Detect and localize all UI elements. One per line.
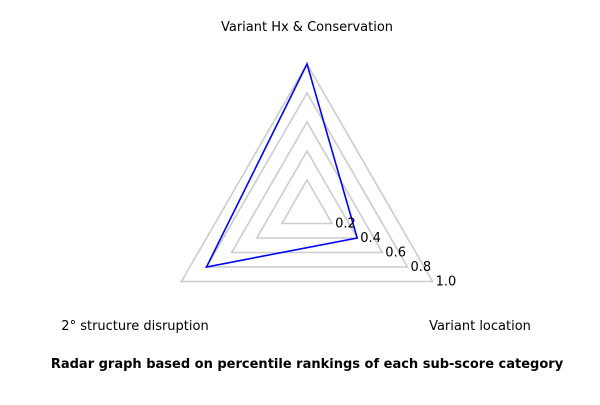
radial-tick-label: 0.2 <box>335 217 356 232</box>
axis-label: Variant Hx & Conservation <box>221 20 393 35</box>
radar-series-layer <box>205 61 359 269</box>
radial-tick-label: 0.4 <box>360 231 381 246</box>
grid-ring <box>180 62 434 283</box>
radar-grid <box>180 62 434 283</box>
axis-label: Variant location <box>429 319 531 334</box>
grid-ring <box>255 149 359 239</box>
radial-tick-label: 0.6 <box>385 246 406 261</box>
grid-ring <box>280 178 334 225</box>
axis-labels: Variant Hx & Conservation Variant locatio… <box>61 20 531 334</box>
radial-tick-labels: 0.2 0.4 0.6 0.8 1.0 <box>335 217 456 290</box>
grid-ring <box>205 91 409 268</box>
series-line <box>205 61 359 269</box>
axis-label: 2° structure disruption <box>61 319 208 334</box>
radial-tick-label: 1.0 <box>436 275 457 290</box>
chart-caption: Radar graph based on percentile rankings… <box>50 357 564 372</box>
grid-ring <box>230 120 384 254</box>
radial-tick-label: 0.8 <box>411 260 432 275</box>
